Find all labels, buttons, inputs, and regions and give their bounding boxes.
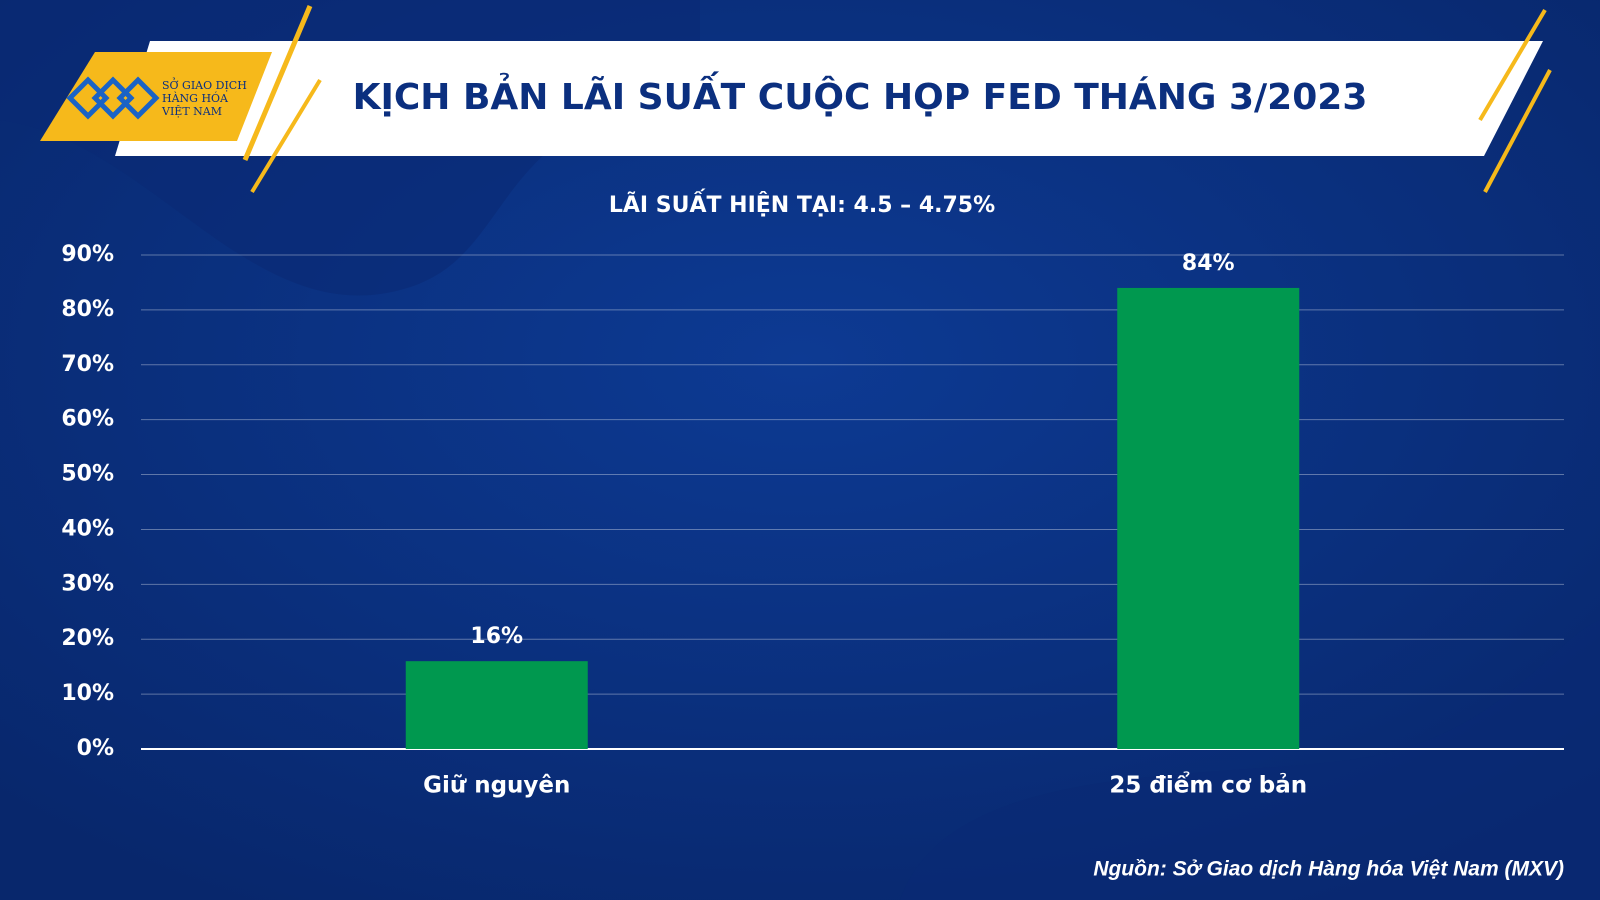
y-tick-label: 40% xyxy=(61,516,114,541)
x-tick-label: Giữ nguyên xyxy=(423,773,570,799)
y-tick-label: 60% xyxy=(61,407,114,432)
y-tick-label: 50% xyxy=(61,462,114,487)
bar xyxy=(1117,287,1300,749)
chart-subtitle: LÃI SUẤT HIỆN TẠI: 4.5 – 4.75% xyxy=(609,189,995,218)
logo-mark xyxy=(66,76,160,120)
y-tick-label: 20% xyxy=(61,626,114,651)
y-tick-label: 10% xyxy=(61,681,114,706)
decor xyxy=(1483,69,1552,193)
y-tick-label: 80% xyxy=(61,297,114,322)
y-tick-label: 90% xyxy=(61,242,114,267)
decor xyxy=(1478,8,1547,122)
decor xyxy=(242,5,313,161)
source-note: Nguồn: Sở Giao dịch Hàng hóa Việt Nam (M… xyxy=(1093,858,1564,881)
decor xyxy=(900,620,1600,900)
logo-text: VIỆT NAM xyxy=(161,104,222,118)
y-tick-label: 0% xyxy=(77,736,114,761)
logo-text: SỞ GIAO DỊCH xyxy=(162,77,247,92)
bar xyxy=(405,661,588,749)
value-label: 16% xyxy=(470,624,523,649)
decor xyxy=(250,78,322,194)
y-tick-label: 30% xyxy=(61,571,114,596)
y-tick-label: 70% xyxy=(61,352,114,377)
title-banner xyxy=(115,41,1543,156)
x-tick-label: 25 điểm cơ bản xyxy=(1109,771,1307,799)
logo-text: HÀNG HÓA xyxy=(162,91,229,105)
value-label: 84% xyxy=(1182,251,1235,276)
chart-title: KỊCH BẢN LÃI SUẤT CUỘC HỌP FED THÁNG 3/2… xyxy=(353,71,1368,118)
